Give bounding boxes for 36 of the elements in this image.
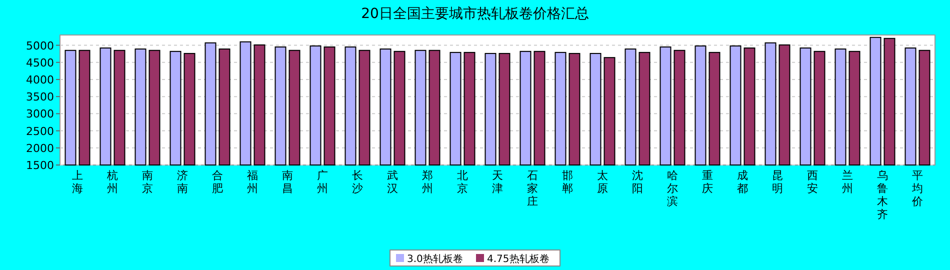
x-tick-label: 广州 bbox=[317, 169, 328, 195]
x-tick-label: 平均价 bbox=[911, 169, 923, 208]
x-tick-label: 邯郸 bbox=[562, 169, 573, 195]
x-tick-label: 石家庄 bbox=[527, 169, 538, 208]
x-tick-label: 沈阳 bbox=[632, 169, 643, 195]
x-tick-label: 西安 bbox=[807, 169, 818, 195]
y-tick-label: 4500 bbox=[26, 56, 54, 70]
x-tick-label: 成都 bbox=[737, 169, 748, 195]
x-tick-label: 福州 bbox=[247, 169, 258, 195]
x-tick-label: 昆明 bbox=[772, 169, 783, 195]
legend-label: 4.75热轧板卷 bbox=[487, 253, 550, 265]
x-tick-label: 重庆 bbox=[702, 169, 713, 195]
y-tick-label: 4000 bbox=[26, 73, 54, 86]
x-tick-label: 武汉 bbox=[387, 169, 398, 195]
x-tick-label: 北京 bbox=[457, 169, 468, 195]
x-tick-label: 太原 bbox=[597, 169, 608, 195]
chart-title: 20日全国主要城市热轧板卷价格汇总 bbox=[361, 6, 589, 22]
y-tick-label: 3500 bbox=[26, 90, 54, 104]
x-tick-label: 南昌 bbox=[282, 169, 293, 195]
y-tick-label: 3000 bbox=[26, 108, 54, 121]
y-tick-label: 2500 bbox=[26, 124, 54, 138]
x-tick-label: 南京 bbox=[142, 169, 153, 195]
x-tick-label: 乌鲁木齐 bbox=[877, 169, 888, 221]
x-tick-label: 天津 bbox=[492, 169, 503, 195]
x-tick-label: 济南 bbox=[177, 169, 188, 195]
y-tick-label: 5000 bbox=[26, 39, 54, 52]
y-tick-label: 1500 bbox=[26, 159, 54, 172]
x-tick-label: 兰州 bbox=[842, 169, 853, 195]
x-tick-label: 合肥 bbox=[212, 169, 223, 195]
legend-label: 3.0热轧板卷 bbox=[407, 253, 463, 265]
y-tick-label: 2000 bbox=[26, 142, 54, 155]
x-tick-label: 郑州 bbox=[422, 169, 433, 195]
x-tick-label: 杭州 bbox=[106, 169, 118, 195]
x-tick-label: 长沙 bbox=[352, 169, 363, 195]
x-tick-label: 哈尔滨 bbox=[667, 169, 678, 208]
x-tick-label: 上海 bbox=[72, 169, 83, 195]
